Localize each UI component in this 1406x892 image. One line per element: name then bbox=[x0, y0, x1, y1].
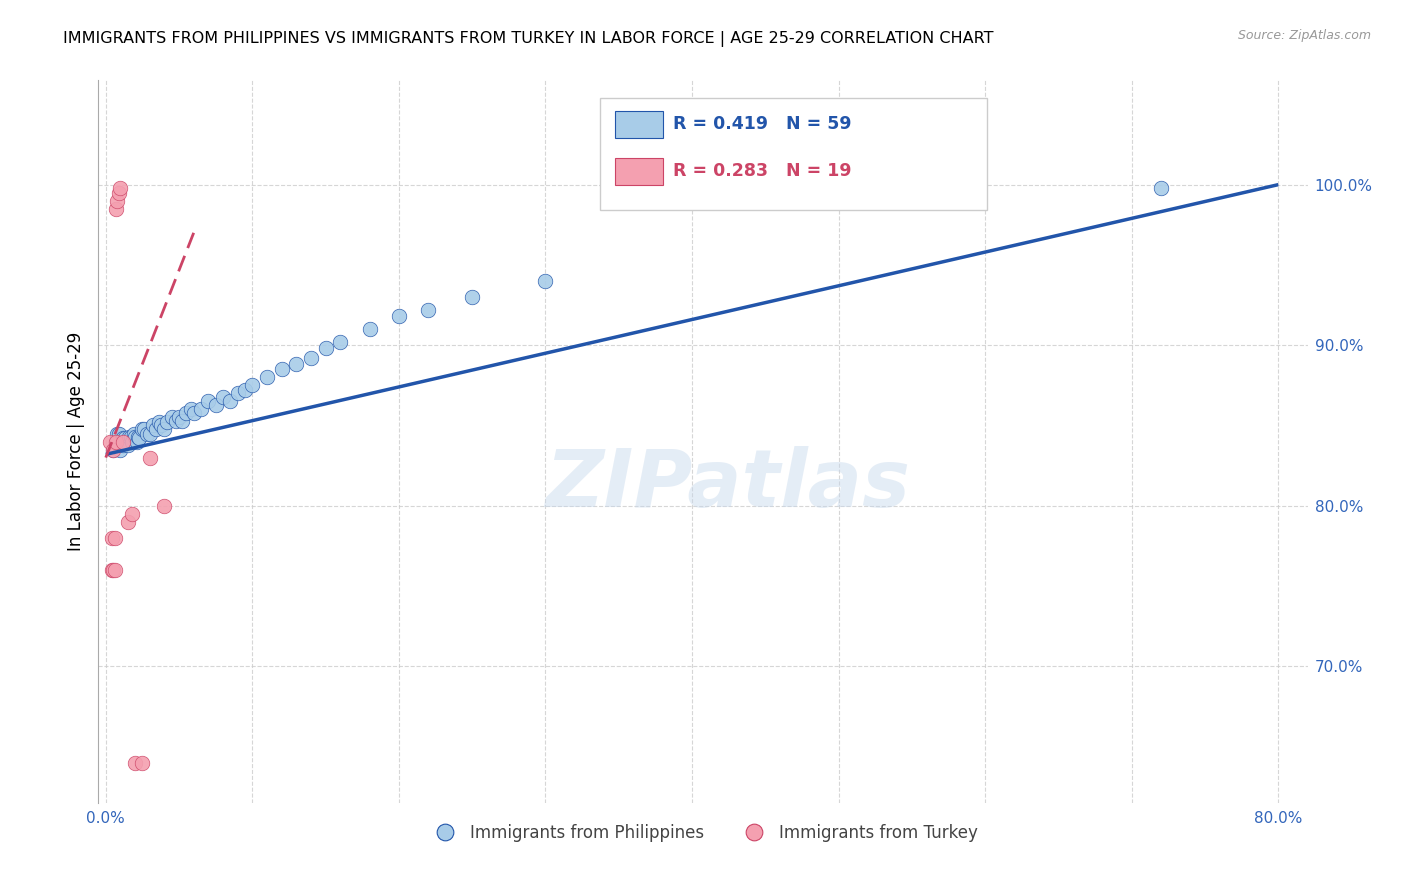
Point bbox=[128, 431, 150, 445]
Point bbox=[285, 358, 308, 372]
Point bbox=[135, 426, 157, 441]
Point bbox=[145, 422, 167, 436]
Point bbox=[117, 515, 139, 529]
Point bbox=[418, 302, 440, 317]
Point bbox=[148, 415, 170, 429]
Point bbox=[132, 422, 155, 436]
Point bbox=[461, 290, 484, 304]
Text: R = 0.419   N = 59: R = 0.419 N = 59 bbox=[672, 115, 851, 133]
Point bbox=[156, 415, 179, 429]
Point bbox=[121, 507, 143, 521]
Point bbox=[150, 418, 173, 433]
Point bbox=[105, 202, 128, 216]
Point bbox=[110, 434, 132, 449]
Point bbox=[100, 531, 122, 545]
Point bbox=[100, 563, 122, 577]
Point bbox=[122, 426, 145, 441]
Point bbox=[103, 563, 125, 577]
Point bbox=[176, 406, 198, 420]
Point bbox=[107, 194, 129, 208]
Point bbox=[226, 386, 249, 401]
Point bbox=[114, 431, 136, 445]
Point bbox=[108, 186, 131, 200]
Point bbox=[98, 434, 121, 449]
Point bbox=[167, 410, 190, 425]
Point bbox=[120, 430, 142, 444]
Point bbox=[121, 434, 143, 449]
Point bbox=[204, 398, 226, 412]
Point bbox=[124, 756, 146, 770]
Point bbox=[124, 430, 146, 444]
FancyBboxPatch shape bbox=[614, 158, 664, 185]
Point bbox=[142, 418, 165, 433]
Point bbox=[105, 434, 128, 449]
Point bbox=[101, 563, 124, 577]
Point bbox=[117, 434, 139, 449]
Point bbox=[180, 402, 202, 417]
Point bbox=[127, 430, 149, 444]
Point bbox=[240, 378, 263, 392]
Point bbox=[359, 322, 381, 336]
Point bbox=[183, 406, 205, 420]
Point bbox=[131, 422, 153, 436]
Point bbox=[131, 756, 153, 770]
FancyBboxPatch shape bbox=[600, 98, 987, 211]
Point bbox=[138, 450, 160, 465]
Text: Source: ZipAtlas.com: Source: ZipAtlas.com bbox=[1237, 29, 1371, 42]
Point bbox=[112, 431, 135, 445]
Legend: Immigrants from Philippines, Immigrants from Turkey: Immigrants from Philippines, Immigrants … bbox=[422, 817, 984, 848]
Point bbox=[110, 442, 132, 457]
Point bbox=[233, 383, 256, 397]
Point bbox=[125, 434, 148, 449]
Point bbox=[112, 438, 135, 452]
Point bbox=[111, 434, 134, 449]
Point bbox=[105, 434, 128, 449]
Point bbox=[101, 442, 124, 457]
Point bbox=[107, 426, 129, 441]
Point bbox=[197, 394, 219, 409]
Point bbox=[212, 390, 235, 404]
Point bbox=[108, 426, 131, 441]
Y-axis label: In Labor Force | Age 25-29: In Labor Force | Age 25-29 bbox=[66, 332, 84, 551]
Point bbox=[101, 442, 124, 457]
Point bbox=[256, 370, 278, 384]
Point bbox=[153, 422, 176, 436]
Point bbox=[138, 426, 160, 441]
Point bbox=[112, 434, 135, 449]
Point bbox=[299, 351, 322, 365]
Point bbox=[534, 274, 557, 288]
Point bbox=[165, 414, 187, 428]
Point bbox=[117, 438, 139, 452]
Text: ZIPatlas: ZIPatlas bbox=[544, 446, 910, 524]
Point bbox=[153, 499, 176, 513]
Point bbox=[1150, 181, 1173, 195]
Point bbox=[118, 430, 141, 444]
Point bbox=[108, 434, 131, 449]
Point bbox=[160, 410, 183, 425]
Point bbox=[270, 362, 292, 376]
Point bbox=[115, 434, 138, 449]
Point bbox=[329, 334, 352, 349]
Text: R = 0.283   N = 19: R = 0.283 N = 19 bbox=[672, 162, 851, 180]
FancyBboxPatch shape bbox=[614, 111, 664, 138]
Text: IMMIGRANTS FROM PHILIPPINES VS IMMIGRANTS FROM TURKEY IN LABOR FORCE | AGE 25-29: IMMIGRANTS FROM PHILIPPINES VS IMMIGRANT… bbox=[63, 31, 994, 47]
Point bbox=[103, 531, 125, 545]
Point bbox=[219, 394, 242, 409]
Point bbox=[110, 181, 132, 195]
Point bbox=[388, 310, 411, 324]
Point bbox=[170, 414, 193, 428]
Point bbox=[315, 342, 337, 356]
Point bbox=[190, 402, 212, 417]
